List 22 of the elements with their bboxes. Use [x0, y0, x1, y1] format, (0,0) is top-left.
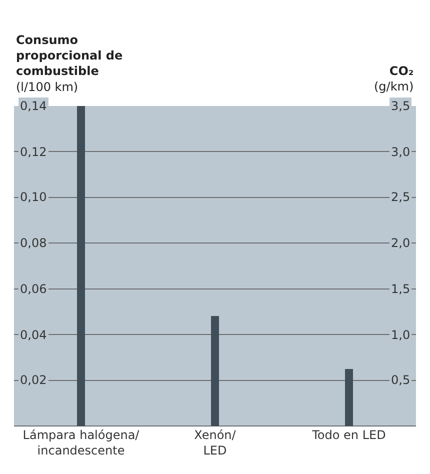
y2-tick-label: 2,0 — [391, 236, 410, 250]
y-tick-label: 0,08 — [20, 236, 47, 250]
y2-tick-label: 3,5 — [391, 99, 410, 113]
y2-tick-label: 1,0 — [391, 328, 410, 342]
y-tick-label: 0,14 — [20, 99, 47, 113]
y2-tick-label: 1,5 — [391, 282, 410, 296]
y-axis-title: Consumo proporcional de combustible (l/100 km) — [16, 33, 123, 94]
y-tick-label: 0,02 — [20, 373, 47, 387]
bar — [211, 316, 219, 426]
y2-tick-label: 3,0 — [391, 145, 410, 159]
x-tick-label: Xenón/ LED — [194, 428, 237, 458]
bar — [77, 106, 85, 426]
x-tick-label: Lámpara halógena/ incandescente — [22, 428, 140, 458]
x-tick-label: Todo en LED — [311, 428, 386, 442]
y-tick-label: 0,06 — [20, 282, 47, 296]
y-tick-label: 0,10 — [20, 190, 47, 204]
y2-tick-label: 0,5 — [391, 373, 410, 387]
y2-tick-label: 2,5 — [391, 190, 410, 204]
y-tick-label: 0,12 — [20, 145, 47, 159]
bar — [345, 369, 353, 426]
y2-axis-title: CO₂ (g/km) — [374, 64, 414, 94]
y-tick-label: 0,04 — [20, 328, 47, 342]
